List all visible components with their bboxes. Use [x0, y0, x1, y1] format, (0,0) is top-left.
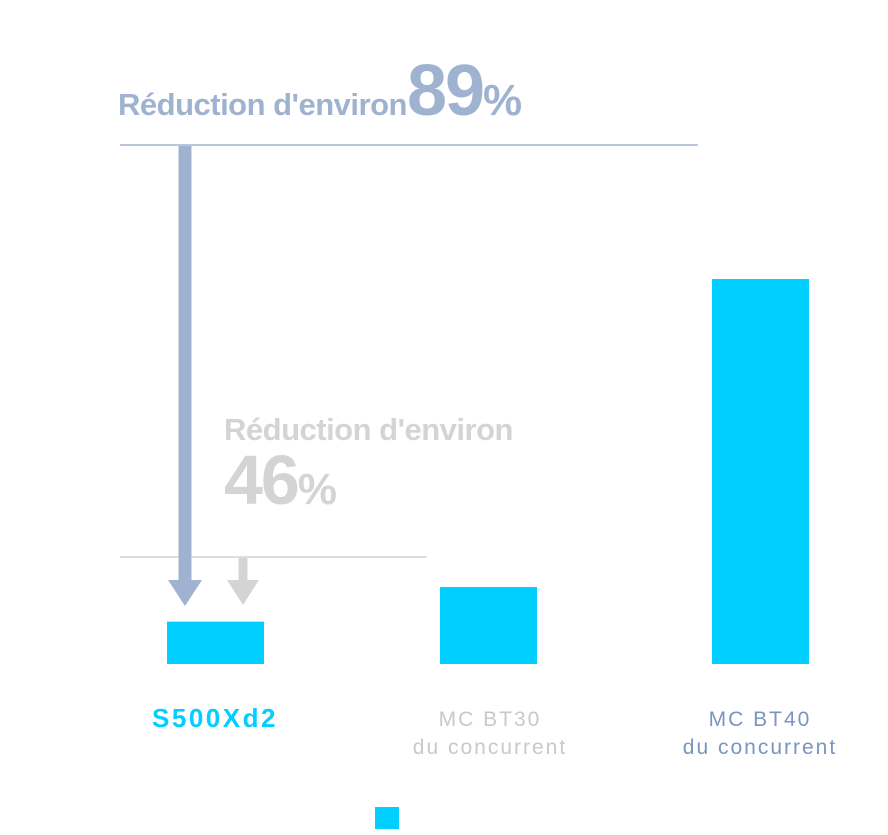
annotation-46-text: Réduction d'environ	[224, 412, 513, 447]
category-label-bt30: MC BT30 du concurrent	[370, 706, 610, 763]
category-label-line2: du concurrent	[412, 736, 568, 760]
annotation-46-unit: %	[297, 465, 337, 514]
bar-3	[712, 279, 809, 664]
annotation-46: Réduction d'environ 46%	[224, 414, 513, 515]
annotation-89-unit: %	[483, 76, 523, 125]
annotation-89: Réduction d'environ89%	[118, 50, 522, 132]
annotation-89-value: 89	[406, 51, 485, 131]
category-label-s500xd2: S500Xd2	[100, 701, 330, 736]
annotation-89-text: Réduction d'environ	[118, 87, 407, 122]
bar-1	[167, 621, 264, 664]
legend-swatch	[375, 807, 399, 829]
arrow-89-head	[168, 580, 202, 606]
category-label-line1: S500Xd2	[152, 703, 278, 733]
category-label-line1: MC BT40	[708, 708, 812, 731]
annotation-46-value: 46	[224, 441, 300, 519]
category-label-line1: MC BT30	[438, 708, 542, 731]
bar-2	[440, 587, 537, 664]
arrow-46-head	[227, 580, 259, 605]
category-label-bt40: MC BT40 du concurrent	[640, 706, 880, 763]
category-label-line2: du concurrent	[682, 736, 838, 760]
